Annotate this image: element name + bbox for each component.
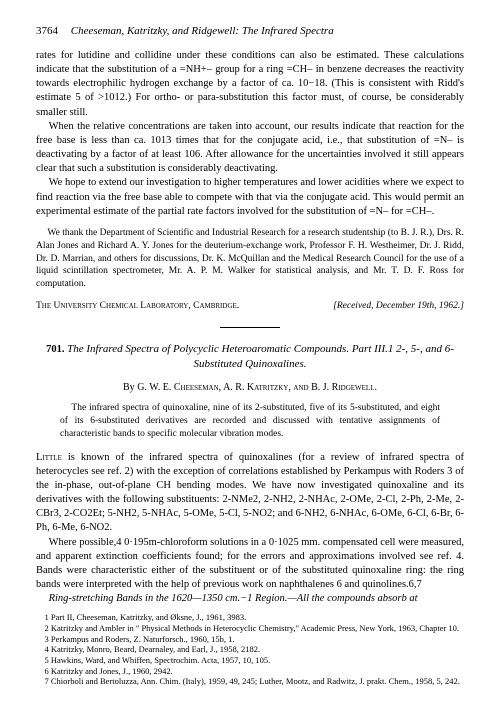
footnote-3: 3 Perkampus and Roders, Z. Naturforsch.,… [36, 634, 464, 645]
para6-text: Ring-stretching Bands in the 1620—1350 c… [49, 593, 418, 604]
running-title: Cheeseman, Katritzky, and Ridgewell: The… [71, 25, 334, 37]
footnote-5: 5 Hawkins, Ward, and Whiffen, Spectrochi… [36, 655, 464, 666]
paragraph-1: rates for lutidine and collidine under t… [36, 49, 464, 120]
para4-rest: is known of the infrared spectra of quin… [36, 452, 464, 534]
footnote-4: 4 Katritzky, Monro, Beard, Dearnaley, an… [36, 644, 464, 655]
authors-line: By G. W. E. Cheeseman, A. R. Katritzky, … [36, 381, 464, 395]
page-number: 3764 [36, 25, 58, 37]
affiliation: The University Chemical Laboratory, Camb… [36, 300, 239, 313]
section-heading-line: Ring-stretching Bands in the 1620—1350 c… [36, 592, 464, 606]
acknowledgements: We thank the Department of Scientific an… [36, 227, 464, 291]
article-number: 701. [46, 344, 64, 355]
article-title-block: 701. The Infrared Spectra of Polycyclic … [36, 342, 464, 372]
para4-leadword: Little [36, 452, 62, 463]
article-title: The Infrared Spectra of Polycyclic Heter… [67, 343, 454, 370]
affiliation-line: The University Chemical Laboratory, Camb… [36, 300, 464, 313]
separator-rule [220, 327, 280, 328]
footnote-7: 7 Chiorboli and Bertoluzza, Ann. Chim. (… [36, 676, 464, 687]
authors-prefix: By [123, 382, 137, 393]
page: 3764 Cheeseman, Katritzky, and Ridgewell… [0, 0, 500, 707]
received-date: [Received, December 19th, 1962.] [333, 300, 464, 313]
paragraph-2: When the relative concentrations are tak… [36, 120, 464, 177]
abstract: The infrared spectra of quinoxaline, nin… [60, 402, 440, 440]
footnote-2: 2 Katritzky and Ambler in " Physical Met… [36, 623, 464, 634]
footnotes: 1 Part II, Cheeseman, Katritzky, and Øks… [36, 612, 464, 686]
paragraph-3: We hope to extend our investigation to h… [36, 176, 464, 219]
paragraph-5: Where possible,4 0·195m-chloroform solut… [36, 536, 464, 593]
paragraph-4: Little is known of the infrared spectra … [36, 451, 464, 536]
footnote-6: 6 Katritzky and Jones, J., 1960, 2942. [36, 666, 464, 677]
running-header: 3764 Cheeseman, Katritzky, and Ridgewell… [36, 24, 464, 39]
authors-names: G. W. E. Cheeseman, A. R. Katritzky, and… [137, 382, 377, 393]
footnote-1: 1 Part II, Cheeseman, Katritzky, and Øks… [36, 612, 464, 623]
